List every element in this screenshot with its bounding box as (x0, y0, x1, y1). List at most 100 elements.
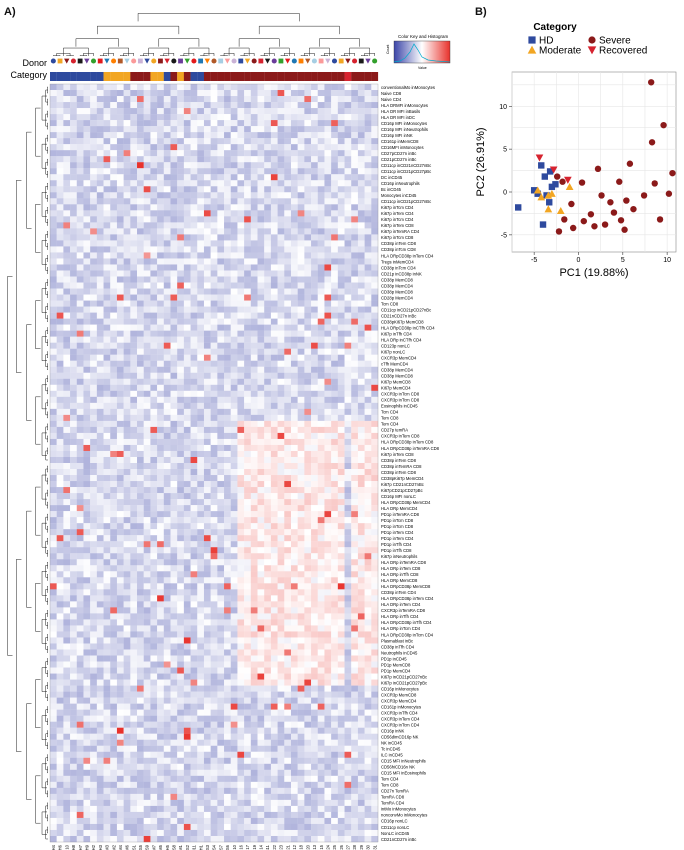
heatmap-cell (357, 108, 365, 115)
heatmap-cell (83, 463, 91, 470)
heatmap-cell (157, 276, 164, 283)
heatmap-cell (197, 162, 205, 169)
heatmap-cell (210, 360, 218, 367)
heatmap-cell (170, 348, 178, 355)
heatmap-cell (56, 402, 64, 410)
heatmap-cell (203, 192, 211, 199)
heatmap-cell (264, 96, 272, 103)
heatmap-cell (237, 126, 245, 133)
heatmap-cell (317, 505, 325, 512)
heatmap-cell (337, 547, 345, 554)
heatmap-cell (123, 541, 131, 548)
heatmap-cell (244, 378, 251, 385)
heatmap-cell (237, 481, 245, 488)
heatmap-cell (224, 84, 231, 91)
heatmap-cell (50, 186, 57, 193)
heatmap-cell (76, 354, 84, 361)
heatmap-cell (284, 252, 292, 259)
heatmap-cell (150, 499, 158, 506)
heatmap-cell (143, 420, 151, 428)
heatmap-cell (270, 198, 278, 205)
heatmap-cell (371, 637, 379, 644)
heatmap-cell (224, 541, 231, 548)
heatmap-cell (203, 222, 211, 229)
heatmap-cell (83, 84, 91, 91)
heatmap-cell (197, 90, 205, 97)
heatmap-cell (257, 384, 265, 391)
heatmap-cell (157, 426, 164, 434)
heatmap-cell (230, 577, 238, 584)
heatmap-cell (143, 523, 151, 530)
heatmap-cell (123, 583, 131, 590)
donor-marker (211, 58, 217, 64)
heatmap-cell (317, 456, 325, 464)
heatmap-cell (304, 210, 312, 217)
heatmap-cell (163, 396, 171, 403)
heatmap-cell (297, 366, 305, 373)
heatmap-cell (364, 655, 372, 662)
heatmap-cell (264, 565, 272, 572)
category-cell (163, 72, 171, 81)
heatmap-cell (150, 390, 158, 397)
heatmap-cell (83, 282, 91, 289)
heatmap-cell (96, 625, 104, 632)
donor-marker (338, 58, 344, 64)
heatmap-cell (257, 655, 265, 662)
heatmap-cell (123, 571, 131, 578)
heatmap-cell (317, 198, 325, 205)
heatmap-cell (177, 450, 185, 458)
heatmap-cell (337, 138, 345, 145)
heatmap-cell (351, 493, 359, 500)
heatmap-cell (63, 475, 71, 482)
heatmap-cell (364, 156, 372, 163)
heatmap-cell (63, 276, 71, 283)
heatmap-cell (337, 276, 345, 283)
heatmap-cell (357, 276, 365, 283)
heatmap-cell (130, 583, 138, 590)
heatmap-cell (76, 372, 84, 379)
heatmap-cell (123, 114, 131, 121)
heatmap-cell (157, 300, 164, 307)
dendrogram-branch (41, 336, 48, 361)
heatmap-cell (116, 426, 124, 434)
heatmap-cell (96, 246, 104, 253)
heatmap-cell (290, 264, 298, 271)
heatmap-cell (50, 144, 57, 151)
heatmap-cell (143, 252, 151, 259)
heatmap-cell (210, 366, 218, 373)
heatmap-cell (103, 637, 111, 644)
heatmap-cell (337, 252, 345, 259)
heatmap-cell (190, 288, 198, 295)
category-cell (150, 72, 158, 81)
heatmap-cell (130, 300, 138, 307)
heatmap-cell (244, 294, 251, 301)
heatmap-cell (297, 637, 305, 644)
heatmap-cell (284, 186, 292, 193)
heatmap-cell (70, 631, 77, 638)
heatmap-cell (324, 625, 332, 632)
heatmap-cell (90, 661, 98, 668)
heatmap-cell (284, 306, 292, 313)
heatmap-cell (297, 144, 305, 151)
heatmap-cell (110, 204, 118, 211)
heatmap-cell (63, 577, 71, 584)
donor-marker (311, 58, 317, 64)
heatmap-cell (197, 372, 205, 379)
heatmap-cell (50, 517, 57, 524)
heatmap-cell (304, 282, 312, 289)
heatmap-cell (230, 432, 238, 440)
heatmap-cell (110, 300, 118, 307)
heatmap-cell (183, 390, 191, 397)
heatmap-cell (277, 420, 285, 428)
heatmap-cell (297, 132, 305, 139)
heatmap-cell (250, 204, 258, 211)
heatmap-cell (230, 366, 238, 373)
heatmap-cell (257, 414, 265, 422)
heatmap-cell (96, 631, 104, 638)
heatmap-cell (337, 613, 345, 620)
heatmap-cell (331, 619, 338, 626)
heatmap-cell (230, 456, 238, 464)
heatmap-cell (277, 156, 285, 163)
heatmap-cell (130, 108, 138, 115)
heatmap-cell (364, 150, 372, 157)
